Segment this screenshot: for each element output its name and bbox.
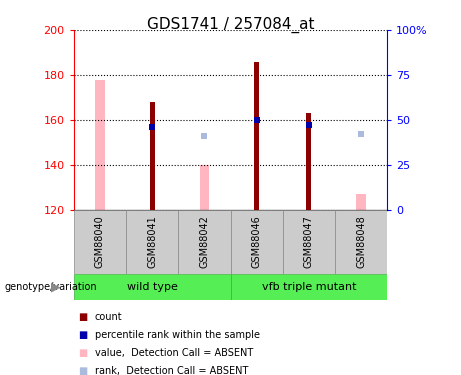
Bar bbox=[178, 210, 230, 274]
Text: ■: ■ bbox=[78, 312, 88, 322]
Bar bbox=[74, 274, 230, 300]
Text: ■: ■ bbox=[78, 348, 88, 358]
Text: rank,  Detection Call = ABSENT: rank, Detection Call = ABSENT bbox=[95, 366, 248, 375]
Text: GSM88040: GSM88040 bbox=[95, 216, 105, 268]
Bar bbox=[283, 210, 335, 274]
Text: GSM88042: GSM88042 bbox=[199, 215, 209, 268]
Text: genotype/variation: genotype/variation bbox=[5, 282, 97, 292]
Bar bbox=[149, 102, 155, 210]
Text: GSM88048: GSM88048 bbox=[356, 216, 366, 268]
Text: percentile rank within the sample: percentile rank within the sample bbox=[95, 330, 260, 340]
Bar bbox=[200, 165, 209, 210]
Text: vfb triple mutant: vfb triple mutant bbox=[262, 282, 356, 292]
Bar bbox=[230, 210, 283, 274]
Bar bbox=[74, 210, 126, 274]
Bar bbox=[95, 80, 105, 210]
Text: value,  Detection Call = ABSENT: value, Detection Call = ABSENT bbox=[95, 348, 253, 358]
Bar bbox=[335, 210, 387, 274]
Text: GDS1741 / 257084_at: GDS1741 / 257084_at bbox=[147, 17, 314, 33]
Bar bbox=[230, 274, 387, 300]
Text: GSM88041: GSM88041 bbox=[147, 216, 157, 268]
Text: ■: ■ bbox=[78, 366, 88, 375]
Text: GSM88046: GSM88046 bbox=[252, 216, 262, 268]
Text: ■: ■ bbox=[78, 330, 88, 340]
Bar bbox=[356, 194, 366, 210]
Text: GSM88047: GSM88047 bbox=[304, 215, 314, 268]
Text: wild type: wild type bbox=[127, 282, 177, 292]
Bar bbox=[126, 210, 178, 274]
Text: ▶: ▶ bbox=[51, 280, 60, 293]
Text: count: count bbox=[95, 312, 122, 322]
Bar bbox=[254, 62, 259, 210]
Bar bbox=[306, 113, 312, 210]
